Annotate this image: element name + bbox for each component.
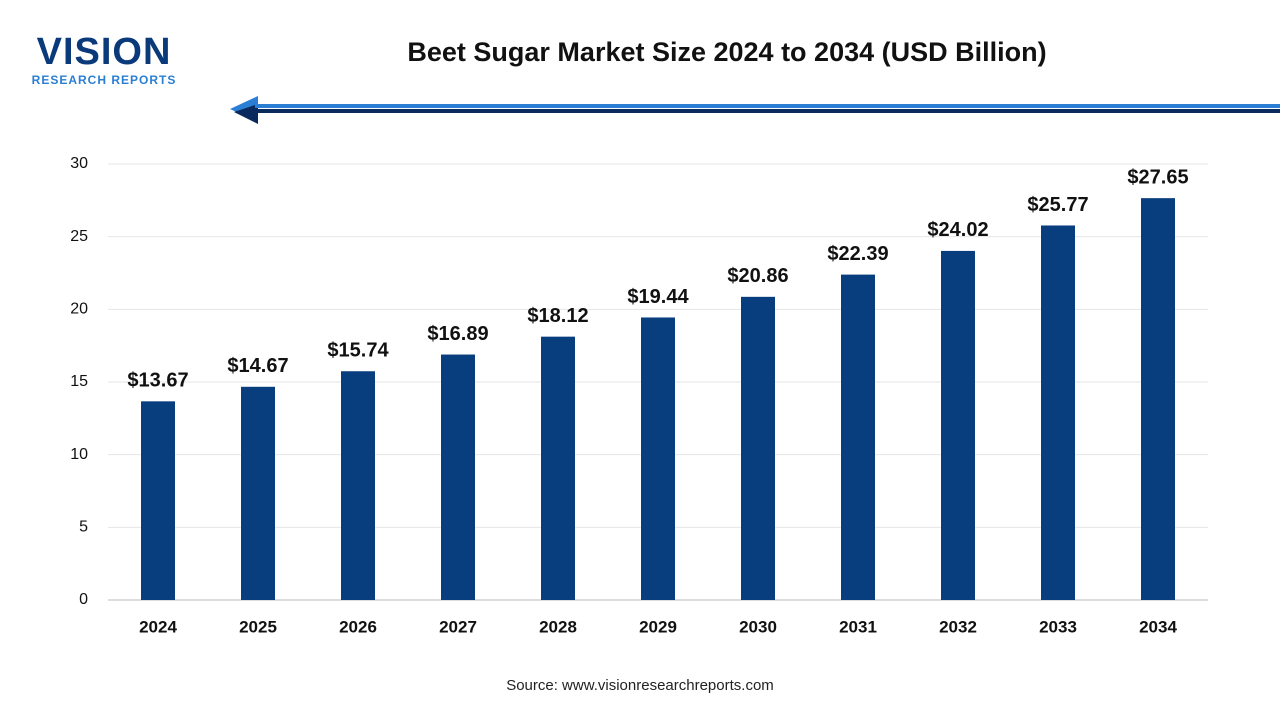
value-label: $13.67 xyxy=(127,370,188,392)
value-label: $19.44 xyxy=(627,286,689,308)
x-tick-label: 2027 xyxy=(439,617,477,636)
value-label: $27.65 xyxy=(1127,166,1188,188)
value-label: $20.86 xyxy=(727,265,788,287)
header-rule xyxy=(255,109,1280,113)
x-tick-label: 2028 xyxy=(539,617,577,636)
bar xyxy=(841,274,875,600)
bar xyxy=(741,296,775,600)
bar xyxy=(341,371,375,600)
y-tick-label: 30 xyxy=(70,155,88,172)
y-tick-label: 25 xyxy=(70,228,88,245)
x-tick-label: 2025 xyxy=(239,617,277,636)
bar xyxy=(541,336,575,600)
value-label: $18.12 xyxy=(527,305,588,327)
bar xyxy=(1141,198,1175,601)
logo-name: VISION xyxy=(37,31,172,73)
x-tick-label: 2026 xyxy=(339,617,377,636)
bar xyxy=(141,401,175,600)
bar xyxy=(241,386,275,600)
logo-tagline: RESEARCH REPORTS xyxy=(32,73,177,87)
source-note: Source: www.visionresearchreports.com xyxy=(506,677,774,694)
x-tick-label: 2029 xyxy=(639,617,677,636)
x-tick-label: 2024 xyxy=(139,617,177,636)
value-label: $15.74 xyxy=(327,340,389,362)
x-tick-label: 2034 xyxy=(1139,617,1177,636)
chart-title: Beet Sugar Market Size 2024 to 2034 (USD… xyxy=(407,37,1046,67)
value-label: $14.67 xyxy=(227,355,288,377)
y-tick-label: 0 xyxy=(79,591,88,608)
bar xyxy=(441,354,475,600)
x-tick-label: 2030 xyxy=(739,617,777,636)
y-tick-label: 20 xyxy=(70,301,88,318)
y-tick-label: 15 xyxy=(70,373,88,390)
x-tick-label: 2031 xyxy=(839,617,877,636)
bar xyxy=(641,317,675,600)
value-label: $25.77 xyxy=(1027,194,1088,216)
value-label: $16.89 xyxy=(427,323,488,345)
x-tick-label: 2033 xyxy=(1039,617,1077,636)
value-label: $22.39 xyxy=(827,243,888,265)
y-tick-label: 10 xyxy=(70,446,88,463)
header-arrow-shadow xyxy=(234,104,258,124)
x-tick-label: 2032 xyxy=(939,617,977,636)
bar xyxy=(941,250,975,600)
value-label: $24.02 xyxy=(927,219,988,241)
bar xyxy=(1041,225,1075,600)
y-tick-label: 5 xyxy=(79,519,88,536)
header-rule xyxy=(255,104,1280,108)
